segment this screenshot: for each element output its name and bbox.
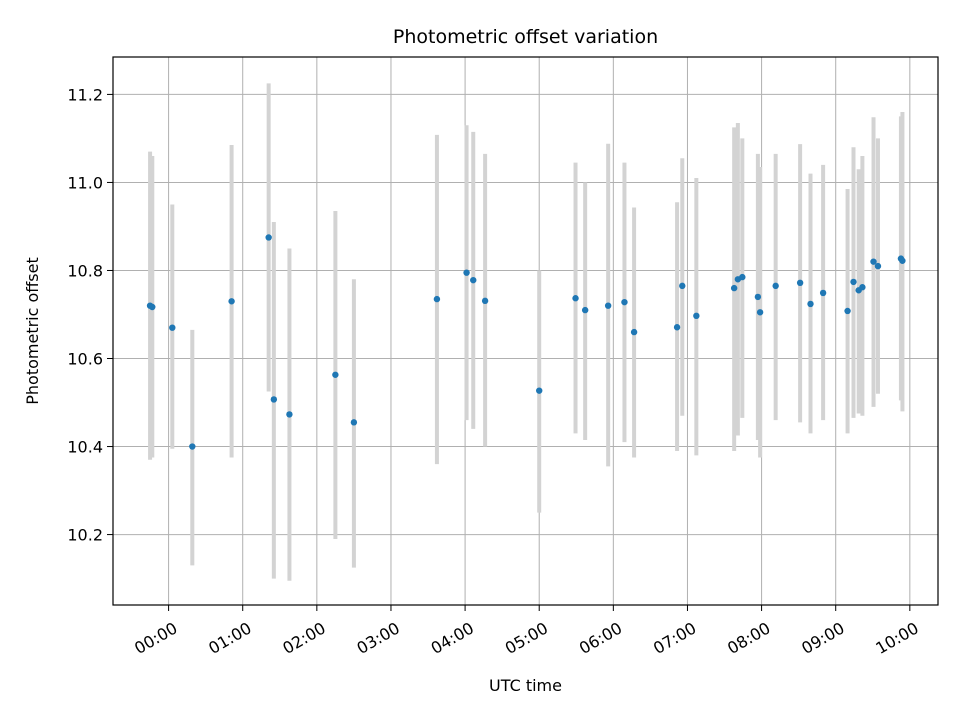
plot-frame [112,56,939,606]
y-tick-label: 11.0 [67,173,103,192]
data-point [169,324,176,331]
data-point [819,289,827,297]
chart-title: Photometric offset variation [393,26,658,48]
data-point [481,297,489,305]
data-point [874,262,882,270]
y-tick-label: 10.4 [67,438,103,457]
data-point [470,276,477,284]
data-point [850,278,857,286]
y-tick-label: 10.8 [67,261,103,280]
y-tick-label: 10.6 [67,350,103,369]
data-point [286,411,293,418]
data-point [673,324,681,331]
data-point [807,300,814,308]
data-point [899,257,906,264]
y-axis-ticks: 10.2 10.4 10.6 10.8 11.0 11.2 [67,85,113,545]
data-point [754,293,762,301]
data-point [149,303,156,311]
data-point [332,371,339,378]
data-point [756,309,764,316]
data-point [730,284,738,292]
data-point [630,328,638,336]
y-axis-label: Photometric offset [23,257,42,405]
data-point [679,282,686,290]
y-tick-label: 10.2 [67,526,103,545]
data-point [772,282,779,290]
data-point [581,306,589,314]
data-point [572,295,579,302]
data-point [844,307,851,315]
data-points [146,234,906,450]
data-point [739,273,746,281]
data-point [796,279,804,287]
x-axis-label: UTC time [489,676,562,695]
data-point [693,312,700,320]
data-point [621,298,628,306]
data-point [350,419,358,426]
data-point [189,443,196,450]
data-point [604,302,612,309]
data-point [859,284,866,291]
data-point [270,396,278,403]
y-tick-label: 11.2 [67,85,103,104]
data-point [870,258,877,265]
data-point [536,387,543,394]
data-point [463,269,470,276]
data-point [433,295,441,303]
data-point [265,234,272,241]
data-point [228,298,235,305]
